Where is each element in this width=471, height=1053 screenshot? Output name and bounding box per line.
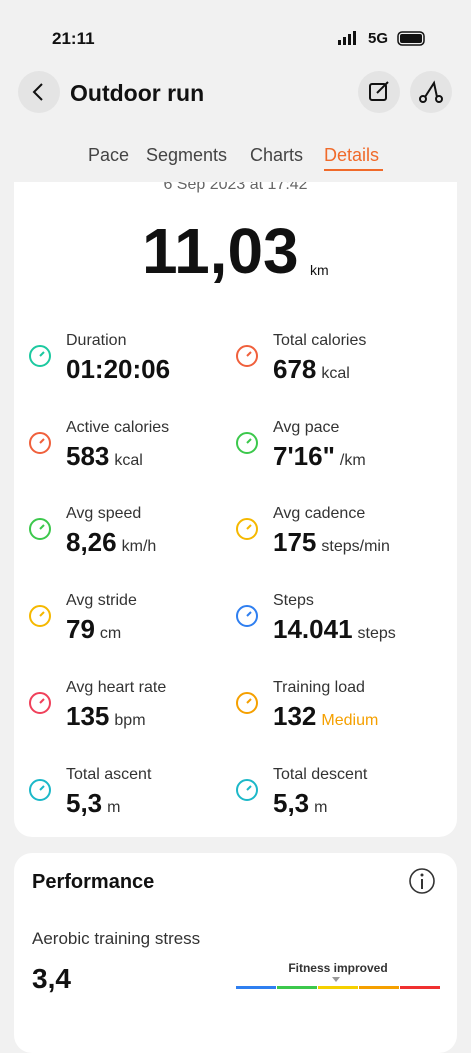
unit: km/h xyxy=(121,538,157,556)
unit: kcal xyxy=(321,365,350,382)
metric-label: Avg stride xyxy=(66,592,137,610)
value: 135 xyxy=(66,700,110,731)
unit: /km xyxy=(339,451,366,469)
status-icons xyxy=(338,31,425,46)
metric-label: Avg pace xyxy=(273,418,340,436)
metric-label: Training load xyxy=(273,678,365,696)
metric-icon xyxy=(236,431,258,454)
status-time: 21:11 xyxy=(52,29,95,48)
value: 175 xyxy=(273,527,317,558)
metric-value: 01:20:06 xyxy=(66,354,170,385)
value: 7'16" xyxy=(273,440,335,471)
metric-value: 5,3 m xyxy=(273,788,327,819)
metric-label: Avg cadence xyxy=(273,505,366,523)
metric-value: 79 cm xyxy=(66,614,121,645)
metric-icon xyxy=(236,345,258,367)
value: 01:20:06 xyxy=(66,354,171,384)
metric-value: 175 steps/min xyxy=(273,527,390,558)
unit: steps/min xyxy=(321,538,390,556)
unit: m xyxy=(314,798,328,816)
tab[interactable]: Pace xyxy=(88,145,130,165)
metric-icon xyxy=(236,605,258,628)
tab-indicator xyxy=(324,169,383,171)
unit: cm xyxy=(99,625,122,643)
unit: kcal xyxy=(114,451,143,469)
metric-value: 8,26 km/h xyxy=(66,527,156,558)
metric-icon xyxy=(236,518,258,541)
metric-label: Total descent xyxy=(273,765,368,783)
metric-icon xyxy=(236,691,258,714)
route-button[interactable] xyxy=(410,71,452,113)
details-card: 6 Sep 2023 at 17:42 11,03 km Duration 01:… xyxy=(14,182,457,837)
performance-card: Performance Aerobic training stress 3,4 … xyxy=(14,853,457,1053)
tab[interactable]: Charts xyxy=(250,145,304,165)
value: 678 xyxy=(273,354,317,384)
page-title: Outdoor run xyxy=(70,80,205,106)
metric-label: Active calories xyxy=(66,418,170,436)
date: 6 Sep 2023 at 17:42 xyxy=(163,182,308,193)
value: 132 xyxy=(273,700,317,731)
status-network: 5G xyxy=(368,30,389,47)
unit: bpm xyxy=(114,711,146,729)
metric-icon xyxy=(236,778,258,801)
metric-label: Steps xyxy=(273,592,314,610)
metric-value: 678 kcal xyxy=(273,354,350,385)
edit-button[interactable] xyxy=(358,71,400,113)
info-button[interactable] xyxy=(408,867,438,897)
metric-icon xyxy=(29,345,51,367)
metric-value: 132 Medium xyxy=(273,701,378,732)
metric-value: 135 bpm xyxy=(66,701,146,732)
metric-value: 5,3 m xyxy=(66,788,120,819)
metric-icon xyxy=(29,691,51,714)
distance-unit: km xyxy=(310,262,329,278)
metric-icon xyxy=(29,778,51,801)
metric-label: Total calories xyxy=(273,332,367,349)
metric-label: Avg speed xyxy=(66,505,142,523)
metric-icon xyxy=(29,431,51,454)
metric-value: 583 kcal xyxy=(66,441,143,472)
value: 5,3 xyxy=(273,787,310,818)
metric-label: Duration xyxy=(66,332,127,349)
unit: m xyxy=(107,798,121,816)
value: 79 xyxy=(66,614,95,645)
metric-value: 7'16"/km xyxy=(273,441,366,472)
distance: 11,03 xyxy=(142,215,299,287)
screen: 21:11 5G Outdoor run Pace Segments Charts D… xyxy=(14,29,457,1053)
unit: Medium xyxy=(321,711,379,729)
status-label: Fitness improved xyxy=(288,961,388,975)
metric-label: Avg heart rate xyxy=(66,678,167,696)
scale-bar xyxy=(236,977,440,989)
metric-label: Total ascent xyxy=(66,765,152,783)
tab[interactable]: Details xyxy=(324,145,380,165)
metric-icon xyxy=(29,518,51,541)
back-button[interactable] xyxy=(18,71,60,113)
value: 8,26 xyxy=(66,527,117,558)
metric-value: 14.041 steps xyxy=(273,614,396,645)
value: 14.041 xyxy=(273,614,353,645)
tab[interactable]: Segments xyxy=(146,145,228,165)
metric-value: 3,4 xyxy=(32,963,71,994)
metric-icon xyxy=(29,605,51,628)
metric-label: Aerobic training stress xyxy=(32,929,201,948)
section-title: Performance xyxy=(32,871,155,893)
unit: steps xyxy=(357,625,396,643)
value: 5,3 xyxy=(66,787,103,818)
value: 583 xyxy=(66,440,110,471)
